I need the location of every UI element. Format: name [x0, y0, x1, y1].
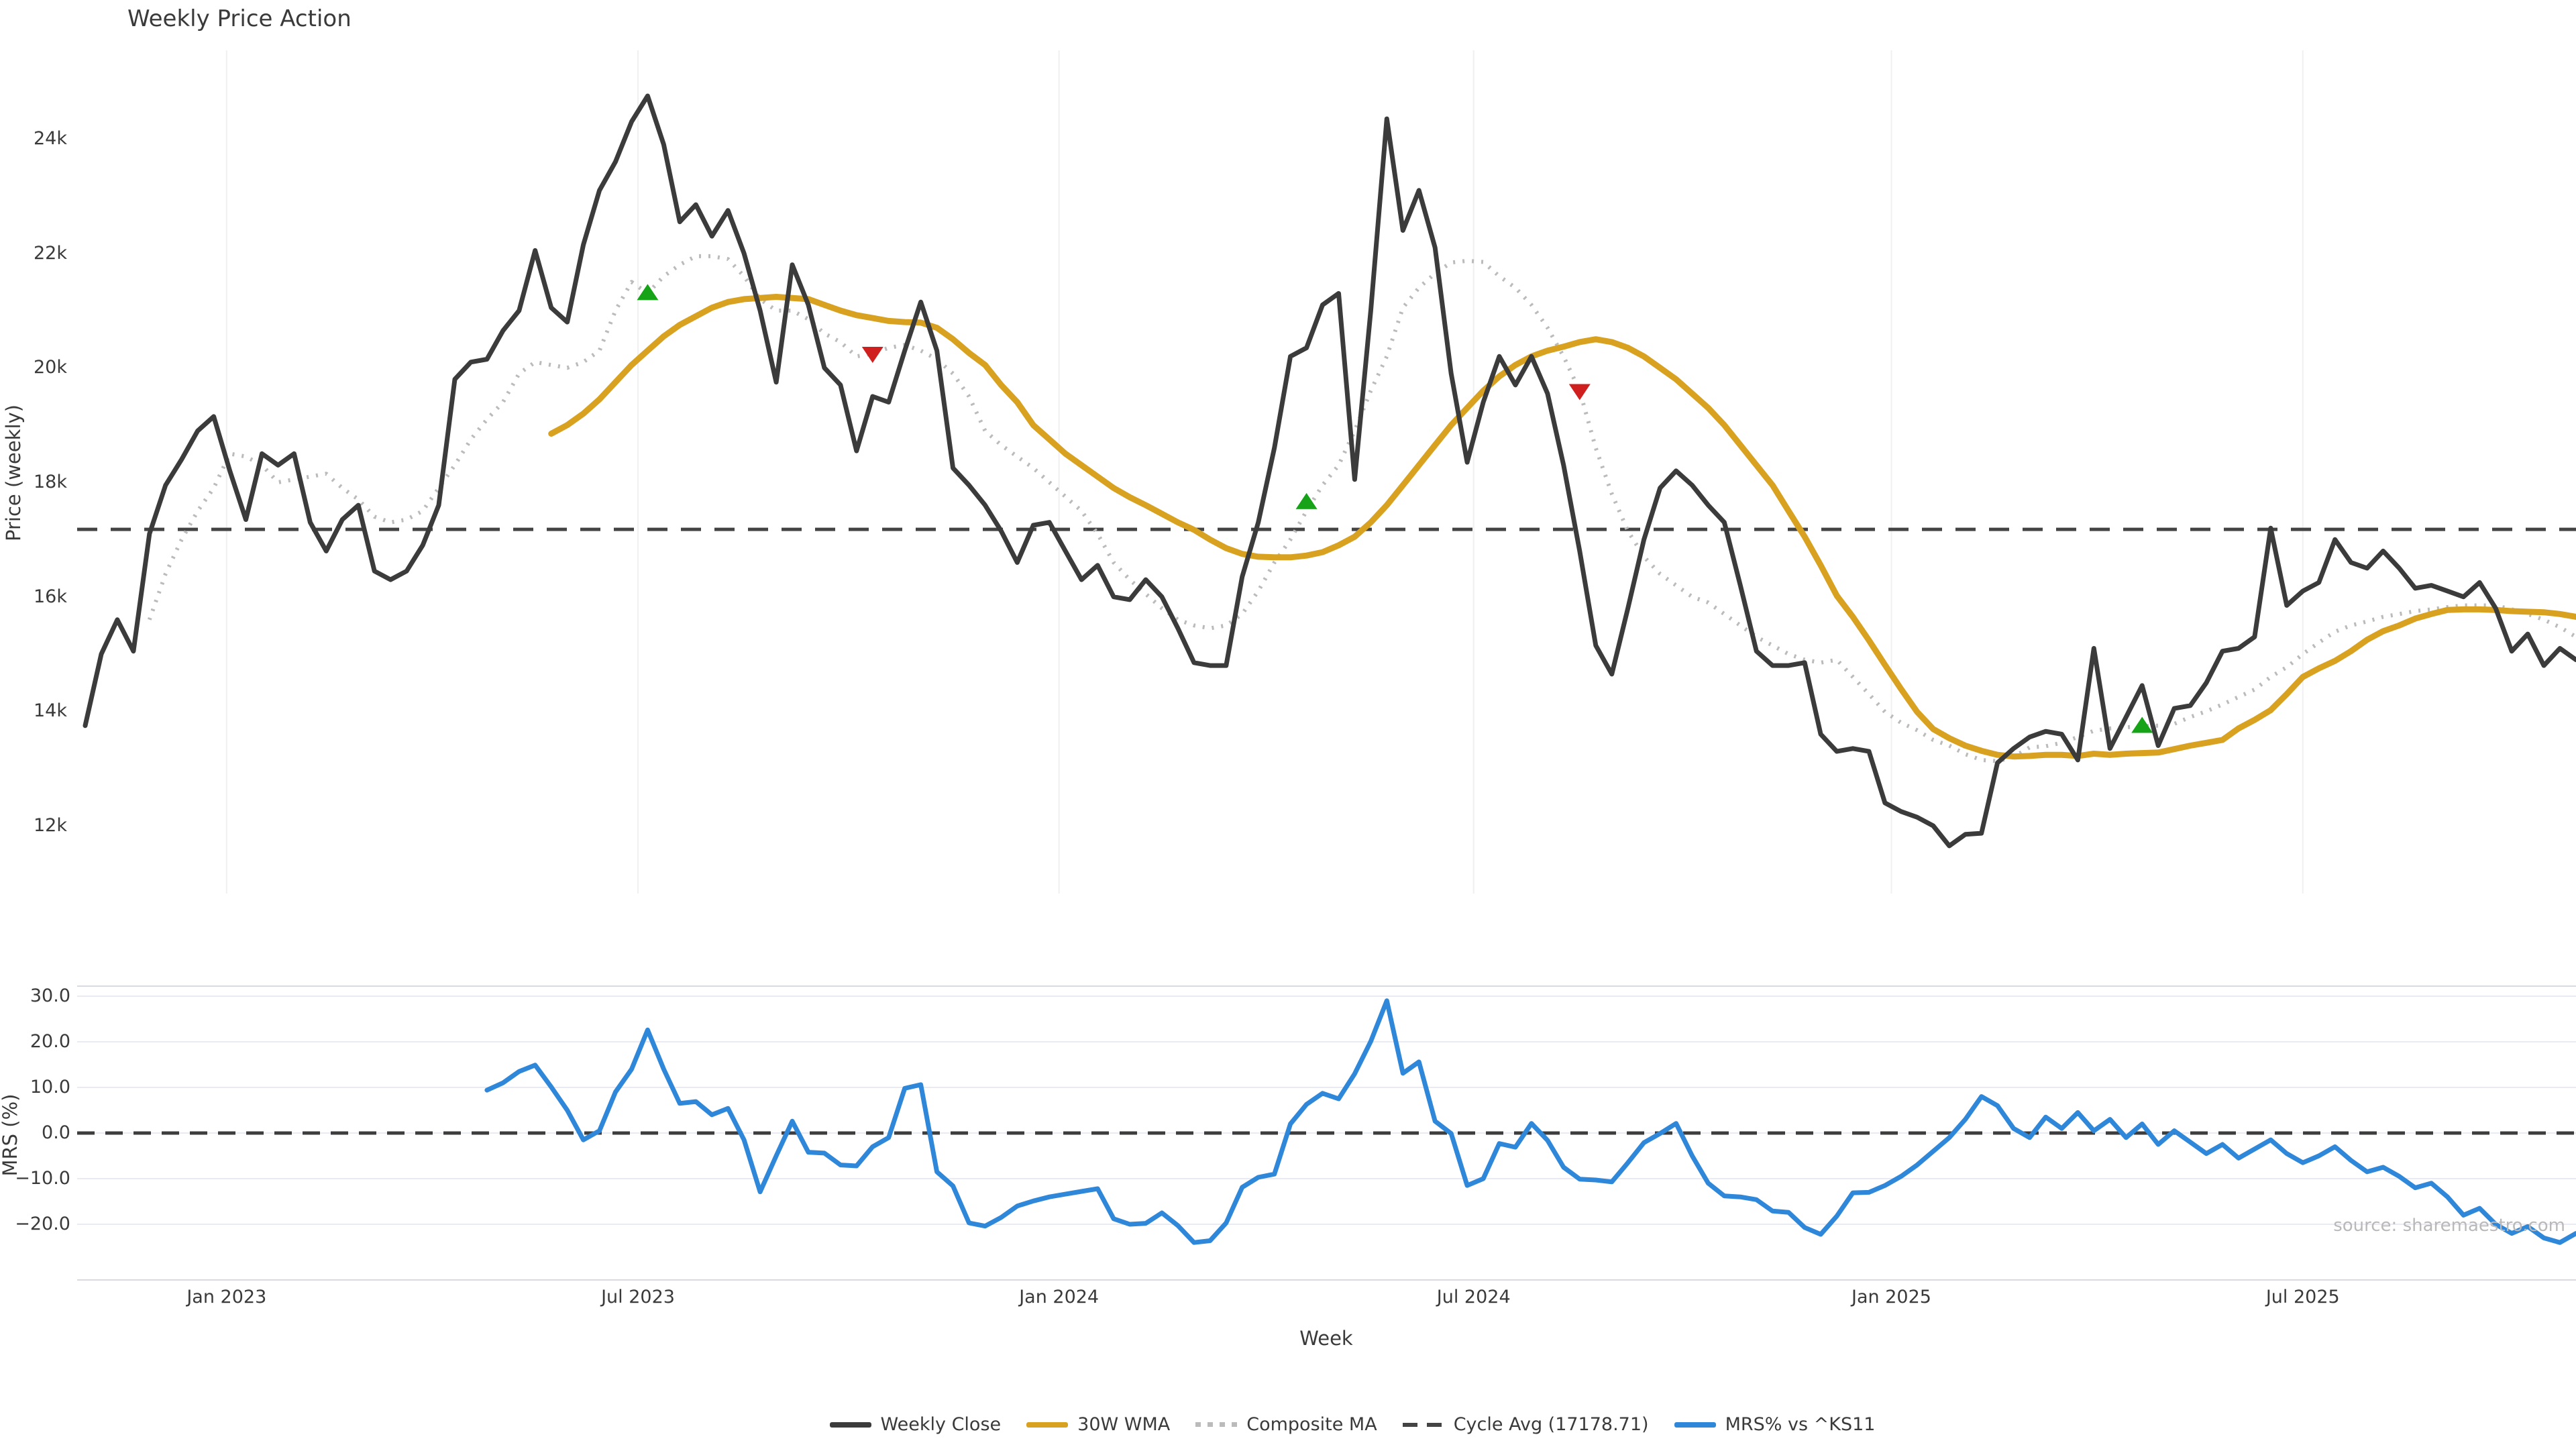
legend-item-cycle-avg: Cycle Avg (17178.71) [1402, 1414, 1649, 1435]
page-title: Weekly Price Action [127, 5, 352, 32]
legend-label: 30W WMA [1077, 1414, 1171, 1435]
price-tick-label: 24k [34, 128, 67, 149]
sell-signal-icon [1568, 384, 1591, 400]
x-tick-label: Jul 2024 [1436, 1287, 1511, 1307]
buy-signal-icon [637, 284, 659, 301]
price-tick-label: 18k [34, 472, 67, 492]
composite-ma-line-swatch-icon [1195, 1422, 1238, 1427]
mrs-series [484, 998, 2576, 1245]
x-tick-label: Jan 2024 [1019, 1287, 1099, 1307]
price-tick-label: 12k [34, 815, 67, 836]
sell-signal-icon [861, 347, 883, 363]
price-tick-label: 20k [34, 357, 67, 378]
price-tick-label: 16k [34, 586, 67, 607]
composite-ma-series [147, 254, 2576, 763]
weekly-close-line-swatch-icon [829, 1421, 871, 1428]
buy-signal-icon [2131, 716, 2153, 733]
x-tick-label: Jan 2023 [186, 1287, 267, 1307]
legend-label: Composite MA [1246, 1414, 1377, 1435]
mrs-tick-label: −10.0 [15, 1168, 70, 1189]
mrs-tick-label: 20.0 [30, 1031, 70, 1052]
legend-item-composite-ma: Composite MA [1195, 1414, 1377, 1435]
legend-item-weekly-close: Weekly Close [829, 1414, 1002, 1435]
wma-line-swatch-icon [1026, 1421, 1069, 1428]
legend: Weekly Close 30W WMA Composite MA Cycle … [64, 1414, 2576, 1435]
mrs-tick-label: 0.0 [42, 1122, 70, 1143]
legend-item-30w-wma: 30W WMA [1026, 1414, 1170, 1435]
x-tick-label: Jul 2023 [601, 1287, 675, 1307]
cycle-avg-line-swatch-icon [1402, 1422, 1444, 1427]
x-tick-label: Jul 2025 [2265, 1287, 2340, 1307]
x-tick-label: Jan 2025 [1851, 1287, 1931, 1307]
legend-label: Weekly Close [880, 1414, 1002, 1435]
price-tick-label: 14k [34, 700, 67, 722]
mrs-tick-label: 10.0 [30, 1077, 70, 1097]
wma-series [548, 294, 2576, 760]
mrs-tick-label: −20.0 [15, 1214, 70, 1234]
mrs-tick-label: 30.0 [30, 985, 70, 1006]
buy-signal-icon [1295, 492, 1318, 509]
mrs-line-swatch-icon [1674, 1421, 1716, 1428]
weekly-close-series [83, 93, 2576, 849]
legend-label: MRS% vs ^KS11 [1725, 1414, 1876, 1435]
x-axis-label: Week [1299, 1327, 1353, 1350]
legend-label: Cycle Avg (17178.71) [1453, 1414, 1649, 1435]
source-note: source: sharemaestro.com [2333, 1216, 2565, 1236]
price-tick-label: 22k [34, 242, 67, 264]
legend-item-mrs: MRS% vs ^KS11 [1674, 1414, 1876, 1435]
